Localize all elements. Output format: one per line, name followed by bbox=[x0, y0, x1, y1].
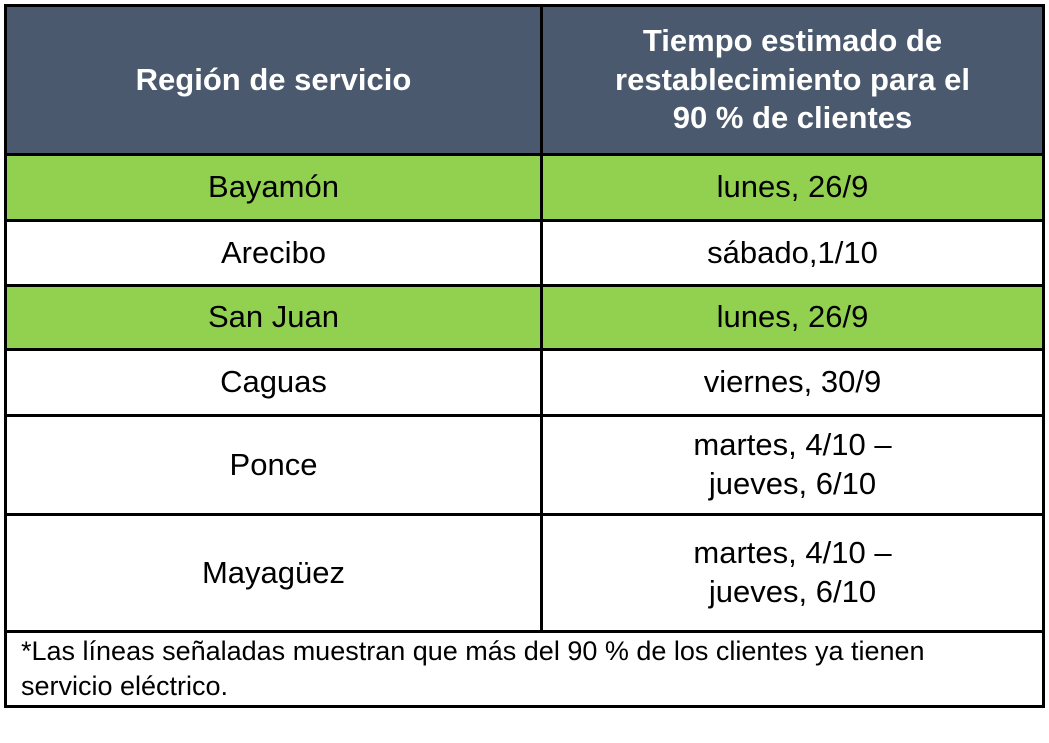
time-value: viernes, 30/9 bbox=[703, 364, 882, 400]
region-cell: Arecibo bbox=[7, 222, 543, 284]
region-cell: Mayagüez bbox=[7, 516, 543, 630]
time-cell: sábado,1/10 bbox=[543, 222, 1042, 284]
restoration-estimate-table: Región de servicio Tiempo estimado de re… bbox=[4, 4, 1045, 708]
region-name: Caguas bbox=[220, 364, 327, 400]
time-value: lunes, 26/9 bbox=[716, 299, 869, 335]
table-header-row: Región de servicio Tiempo estimado de re… bbox=[7, 7, 1042, 156]
time-cell: lunes, 26/9 bbox=[543, 156, 1042, 219]
time-value: sábado,1/10 bbox=[707, 234, 878, 270]
time-cell: lunes, 26/9 bbox=[543, 287, 1042, 348]
region-name: Ponce bbox=[229, 446, 318, 482]
region-cell: Bayamón bbox=[7, 156, 543, 219]
time-value: martes, 4/10 – jueves, 6/10 bbox=[693, 535, 892, 609]
region-name: San Juan bbox=[208, 299, 339, 335]
table-row-ponce: Ponce martes, 4/10 – jueves, 6/10 bbox=[7, 417, 1042, 516]
region-name: Bayamón bbox=[208, 169, 339, 205]
region-cell: Ponce bbox=[7, 417, 543, 513]
region-cell: San Juan bbox=[7, 287, 543, 348]
header-cell-region: Región de servicio bbox=[7, 7, 543, 153]
table-row-caguas: Caguas viernes, 30/9 bbox=[7, 351, 1042, 417]
footnote-text: *Las líneas señaladas muestran que más d… bbox=[21, 635, 925, 701]
footnote-cell: *Las líneas señaladas muestran que más d… bbox=[7, 633, 1042, 705]
time-value: lunes, 26/9 bbox=[716, 169, 869, 205]
table-row-arecibo: Arecibo sábado,1/10 bbox=[7, 222, 1042, 287]
header-region-label: Región de servicio bbox=[135, 61, 412, 97]
table-row-bayamon: Bayamón lunes, 26/9 bbox=[7, 156, 1042, 222]
region-name: Mayagüez bbox=[201, 554, 346, 590]
table-footnote-row: *Las líneas señaladas muestran que más d… bbox=[7, 633, 1042, 705]
time-cell: martes, 4/10 – jueves, 6/10 bbox=[543, 516, 1042, 630]
table-row-mayaguez: Mayagüez martes, 4/10 – jueves, 6/10 bbox=[7, 516, 1042, 633]
table-row-san-juan: San Juan lunes, 26/9 bbox=[7, 287, 1042, 351]
header-cell-time: Tiempo estimado de restablecimiento para… bbox=[543, 7, 1042, 153]
region-name: Arecibo bbox=[220, 234, 327, 270]
time-cell: martes, 4/10 – jueves, 6/10 bbox=[543, 417, 1042, 513]
time-value: martes, 4/10 – jueves, 6/10 bbox=[693, 427, 892, 501]
region-cell: Caguas bbox=[7, 351, 543, 414]
header-time-label: Tiempo estimado de restablecimiento para… bbox=[615, 23, 970, 136]
time-cell: viernes, 30/9 bbox=[543, 351, 1042, 414]
